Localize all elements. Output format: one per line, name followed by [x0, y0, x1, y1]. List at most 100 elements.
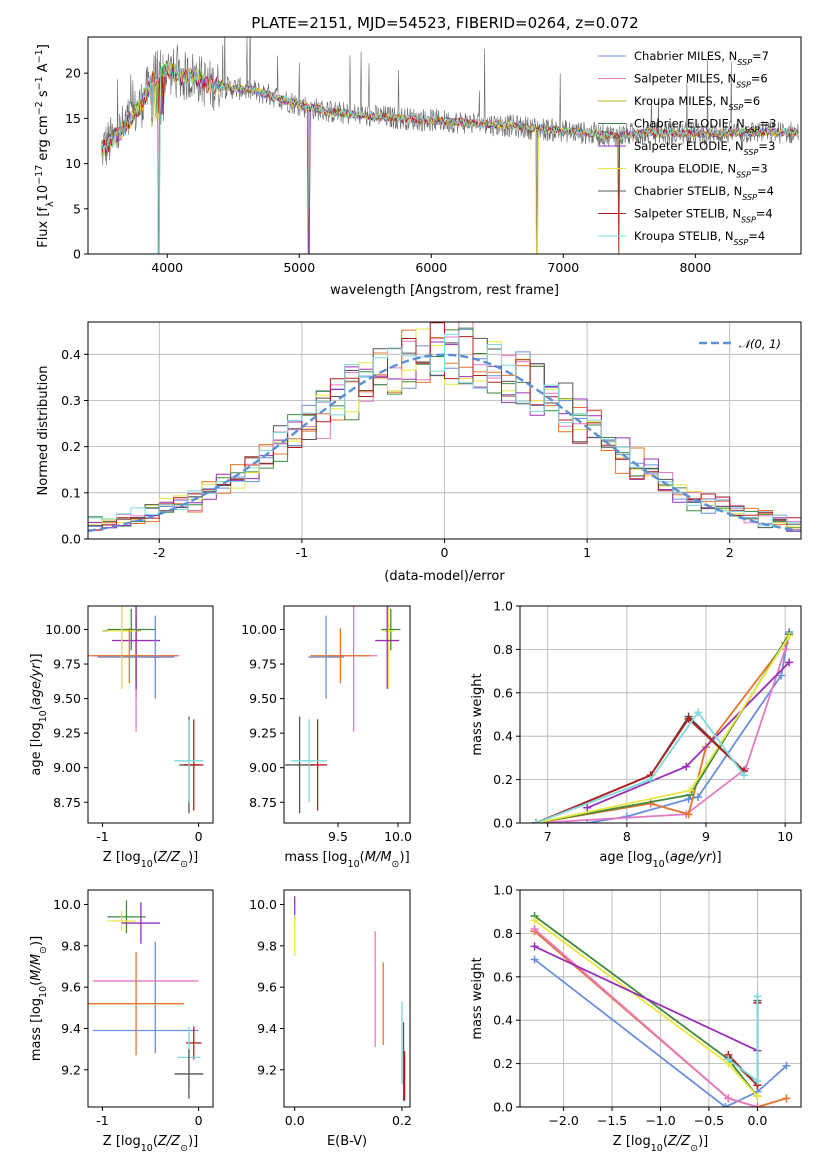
y-tick-label: 0.6 — [493, 969, 513, 984]
mass-weight-marker — [684, 795, 693, 804]
label-part: Flux [f — [36, 207, 51, 248]
legend-label-main: Chabrier STELIB, N — [634, 184, 742, 198]
y-tick-label: 9.2 — [257, 1062, 277, 1077]
x-tick-label: -1 — [96, 1113, 108, 1128]
label-part: Z/Z — [157, 850, 181, 865]
mass-weight-marker — [530, 925, 539, 934]
mass-weight-marker — [785, 658, 794, 667]
spectrum-series-line — [100, 61, 799, 254]
label-part: 10 — [141, 859, 153, 870]
legend-label-sub: SSP — [734, 238, 749, 247]
x-tick-label: 8 — [623, 829, 631, 844]
mass-weight-marker — [724, 1094, 733, 1103]
x-tick-label: 0 — [195, 829, 203, 844]
mass-weight-marker — [682, 762, 691, 771]
x-axis-label: E(B-V) — [327, 1134, 367, 1149]
label-part: 10 — [653, 859, 665, 870]
x-tick-label: 0 — [195, 1113, 203, 1128]
x-tick-label: −1.0 — [645, 1113, 675, 1128]
label-part: 10 — [651, 1143, 663, 1154]
y-tick-label: 10.00 — [241, 622, 277, 637]
legend-label-sub: SSP — [729, 103, 744, 112]
axes-frame: 7 8 9 10 0.0 0.2 0.4 0.6 0.8 1.0 — [493, 599, 802, 844]
x-tick-label: 2 — [726, 545, 734, 560]
mass-vs-Z-panel: -1 09.29.49.69.810.0Z [log10(Z/Z⊙)]mass [… — [29, 889, 214, 1154]
mass-weight-marker — [530, 942, 539, 951]
legend-label-count: =4 — [748, 229, 765, 243]
x-tick-label: 8000 — [679, 260, 711, 275]
label-part: age [log — [29, 722, 44, 775]
label-part: Z/Z — [157, 1134, 181, 1149]
y-tick-label: 0.8 — [493, 926, 513, 941]
label-part: A — [36, 63, 51, 76]
y-tick-label: 0.2 — [493, 1056, 513, 1071]
x-tick-label: 0.2 — [392, 1113, 412, 1128]
mass-weight-marker — [684, 810, 693, 819]
gaussian-curve — [88, 353, 799, 533]
x-axis-label: Z [log10(Z/Z⊙)] — [103, 850, 198, 870]
label-part: M/M — [365, 850, 392, 865]
y-tick-label: 9.6 — [257, 980, 277, 995]
y-tick-label: 10.00 — [45, 622, 81, 637]
label-part: )] — [400, 850, 410, 865]
mass-vs-EBV-panel: 0.0 0.2 9.2 9.4 9.6 9.8 10.0 E(B-V) — [249, 889, 412, 1149]
mass-weight-line — [534, 945, 758, 1052]
x-tick-label: 6000 — [415, 260, 447, 275]
axes-frame: 9.5 10.0 8.75 9.00 9.25 9.50 9.75 10.00 — [241, 605, 412, 844]
legend-label: Kroupa MILES, NSSP=6 — [634, 94, 760, 112]
y-tick-label: 0.0 — [493, 816, 513, 831]
y-tick-label: 9.8 — [257, 938, 277, 953]
legend-label-main: Salpeter STELIB, N — [634, 207, 741, 221]
spectrum-series-line — [100, 60, 799, 254]
label-part: )] — [29, 653, 44, 663]
label-part: Z [log — [613, 1134, 651, 1149]
y-tick-label: 0.1 — [61, 485, 81, 500]
plot-area — [285, 606, 401, 814]
y-tick-label: 0 — [73, 247, 81, 262]
residuals-legend: 𝒩(0, 1) — [699, 337, 781, 351]
x-tick-label: 10.0 — [384, 829, 412, 844]
mass-weight-vs-Z-panel: −2.0 −1.5 −1.0 −0.5 0.0 0.0 0.2 0.4 0.6 0.8 1.0 Z [… — [470, 883, 802, 1154]
y-tick-label: 8.75 — [53, 795, 81, 810]
mass-weight-marker — [646, 775, 655, 784]
mass-weight-marker — [694, 708, 703, 717]
label-part: ( — [29, 705, 44, 710]
label-part: )] — [188, 1134, 198, 1149]
spectrum-series-line — [100, 60, 799, 254]
axes-frame: -2 -1 0 1 2 0.0 0.1 0.2 0.3 0.4 — [61, 321, 802, 560]
spectrum-series-line — [100, 60, 799, 254]
legend-label: Chabrier STELIB, NSSP=4 — [634, 184, 774, 202]
mass-weight-line — [535, 710, 745, 823]
label-part: Z [log — [103, 1134, 141, 1149]
spectrum-panel: 4000 5000 6000 7000 8000 0 5 10 15 20 Chabrier MIL… — [34, 36, 802, 298]
label-part: 10 — [141, 1143, 153, 1154]
axes-frame: -1 0 8.75 9.00 9.25 9.50 9.75 10.00 — [45, 605, 214, 844]
mass-weight-marker — [684, 714, 693, 723]
spectrum-series-line — [100, 60, 799, 254]
y-tick-label: 8.75 — [249, 795, 277, 810]
plot-area — [88, 606, 204, 814]
x-axis-label: age [log10(age/yr)] — [599, 850, 721, 870]
y-tick-label: 9.00 — [249, 760, 277, 775]
legend-label-main: Kroupa ELODIE, N — [634, 162, 736, 176]
x-tick-label: 9 — [702, 829, 710, 844]
x-tick-label: 7000 — [547, 260, 579, 275]
x-tick-label: -1 — [296, 545, 308, 560]
y-tick-label: 0.0 — [61, 532, 81, 547]
mass-weight-marker — [777, 671, 786, 680]
y-tick-label: 1.0 — [493, 883, 513, 898]
label-part: Z/Z — [667, 1134, 691, 1149]
y-tick-label: 5 — [73, 201, 81, 216]
legend-label-main: Chabrier MILES, N — [634, 49, 737, 63]
mass-weight-line — [533, 928, 758, 1107]
y-tick-label: 0.4 — [493, 729, 513, 744]
mass-weight-marker — [646, 799, 655, 808]
y-tick-label: 0.2 — [61, 439, 81, 454]
label-part: ( — [29, 981, 44, 986]
mass-weight-marker — [785, 632, 794, 641]
legend-label: 𝒩(0, 1) — [739, 337, 781, 351]
y-tick-label: 9.4 — [61, 1021, 81, 1036]
label-part: mass [log — [284, 850, 347, 865]
